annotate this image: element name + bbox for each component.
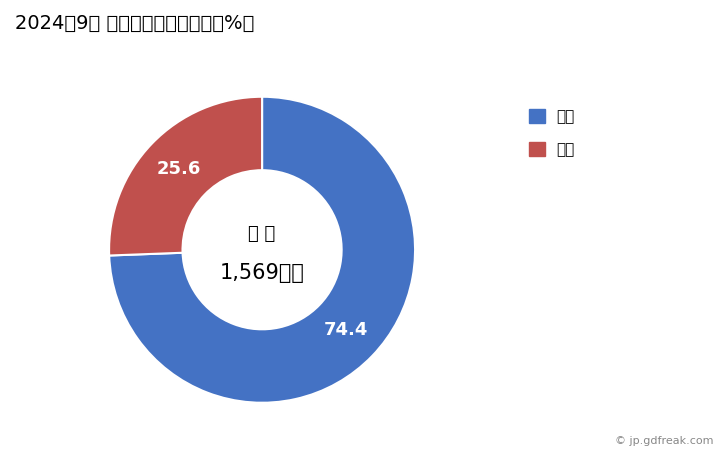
Text: 74.4: 74.4 — [324, 321, 368, 339]
Text: 1,569万円: 1,569万円 — [220, 263, 304, 283]
Text: 2024年9月 輸出相手国のシェア（%）: 2024年9月 輸出相手国のシェア（%） — [15, 14, 254, 32]
Text: 総 額: 総 額 — [248, 225, 276, 243]
Text: 25.6: 25.6 — [156, 160, 200, 178]
Legend: 中国, 韓国: 中国, 韓国 — [525, 104, 579, 162]
Text: © jp.gdfreak.com: © jp.gdfreak.com — [615, 436, 713, 446]
Wedge shape — [109, 97, 415, 403]
Wedge shape — [109, 97, 262, 256]
